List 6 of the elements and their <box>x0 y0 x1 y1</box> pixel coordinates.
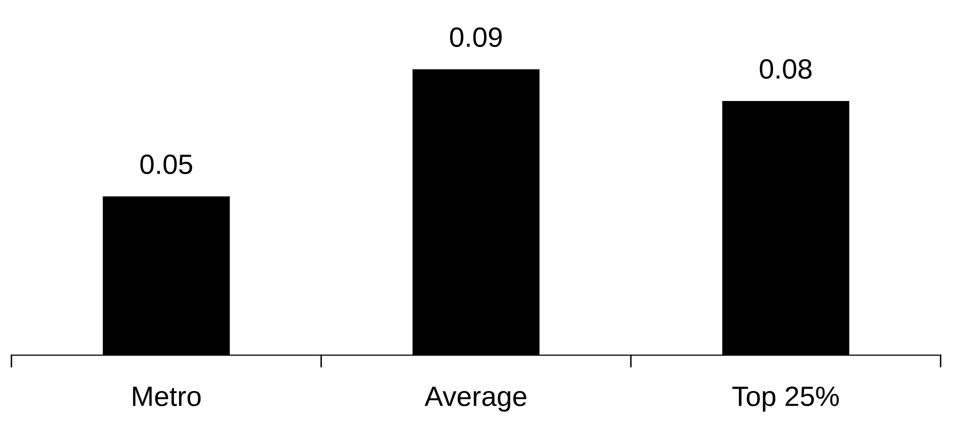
data-label: 0.09 <box>450 27 502 48</box>
data-label: 0.05 <box>140 154 192 174</box>
x-tick-label: Metro <box>133 386 201 406</box>
x-tick-label: Top 25% <box>732 386 839 412</box>
x-tick-label: Average <box>424 386 526 412</box>
data-label: 0.08 <box>760 59 812 79</box>
